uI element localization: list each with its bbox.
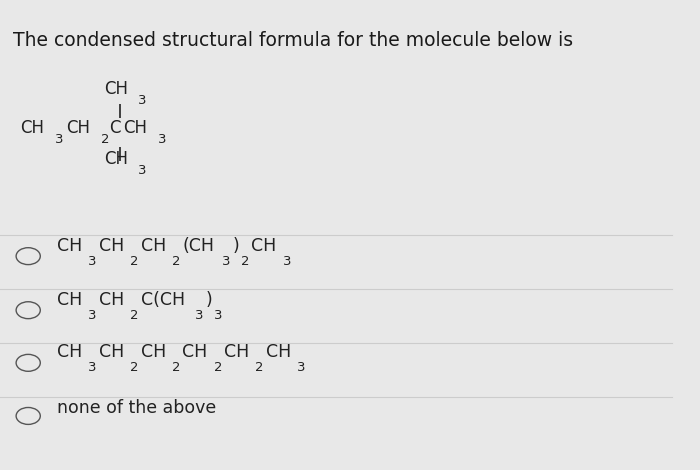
Text: CH: CH bbox=[266, 343, 291, 361]
Text: 3: 3 bbox=[55, 133, 64, 146]
Text: CH: CH bbox=[99, 343, 124, 361]
Text: 2: 2 bbox=[241, 255, 249, 267]
Text: CH: CH bbox=[66, 118, 90, 137]
Text: none of the above: none of the above bbox=[57, 399, 216, 417]
Text: 2: 2 bbox=[214, 361, 222, 374]
Text: 3: 3 bbox=[158, 133, 167, 146]
Text: CH: CH bbox=[20, 118, 44, 137]
Text: CH: CH bbox=[123, 118, 147, 137]
Text: CH: CH bbox=[99, 236, 124, 255]
Text: CH: CH bbox=[224, 343, 249, 361]
Text: 3: 3 bbox=[195, 309, 204, 321]
Text: 2: 2 bbox=[101, 133, 109, 146]
Text: CH: CH bbox=[104, 149, 128, 168]
Text: 3: 3 bbox=[283, 255, 291, 267]
Text: CH: CH bbox=[57, 343, 83, 361]
Text: 3: 3 bbox=[88, 255, 97, 267]
Text: CH: CH bbox=[141, 343, 166, 361]
Text: CH: CH bbox=[183, 343, 208, 361]
Text: 2: 2 bbox=[172, 255, 181, 267]
Text: C: C bbox=[109, 118, 121, 137]
Text: 2: 2 bbox=[130, 309, 139, 321]
Text: 3: 3 bbox=[222, 255, 230, 267]
Text: CH: CH bbox=[57, 236, 83, 255]
Text: The condensed structural formula for the molecule below is: The condensed structural formula for the… bbox=[13, 31, 573, 49]
Text: C(CH: C(CH bbox=[141, 290, 185, 309]
Text: 3: 3 bbox=[88, 361, 97, 374]
Text: 3: 3 bbox=[138, 94, 146, 107]
Text: CH: CH bbox=[99, 290, 124, 309]
Text: 2: 2 bbox=[172, 361, 181, 374]
Text: 3: 3 bbox=[298, 361, 306, 374]
Text: 3: 3 bbox=[138, 164, 146, 177]
Text: ): ) bbox=[206, 290, 213, 309]
Text: 2: 2 bbox=[130, 361, 139, 374]
Text: 2: 2 bbox=[256, 361, 264, 374]
Text: 3: 3 bbox=[214, 309, 223, 321]
Text: CH: CH bbox=[57, 290, 83, 309]
Text: 2: 2 bbox=[130, 255, 139, 267]
Text: CH: CH bbox=[104, 80, 128, 98]
Text: 3: 3 bbox=[88, 309, 97, 321]
Text: ): ) bbox=[232, 236, 239, 255]
Text: CH: CH bbox=[251, 236, 276, 255]
Text: (CH: (CH bbox=[183, 236, 214, 255]
Text: CH: CH bbox=[141, 236, 166, 255]
